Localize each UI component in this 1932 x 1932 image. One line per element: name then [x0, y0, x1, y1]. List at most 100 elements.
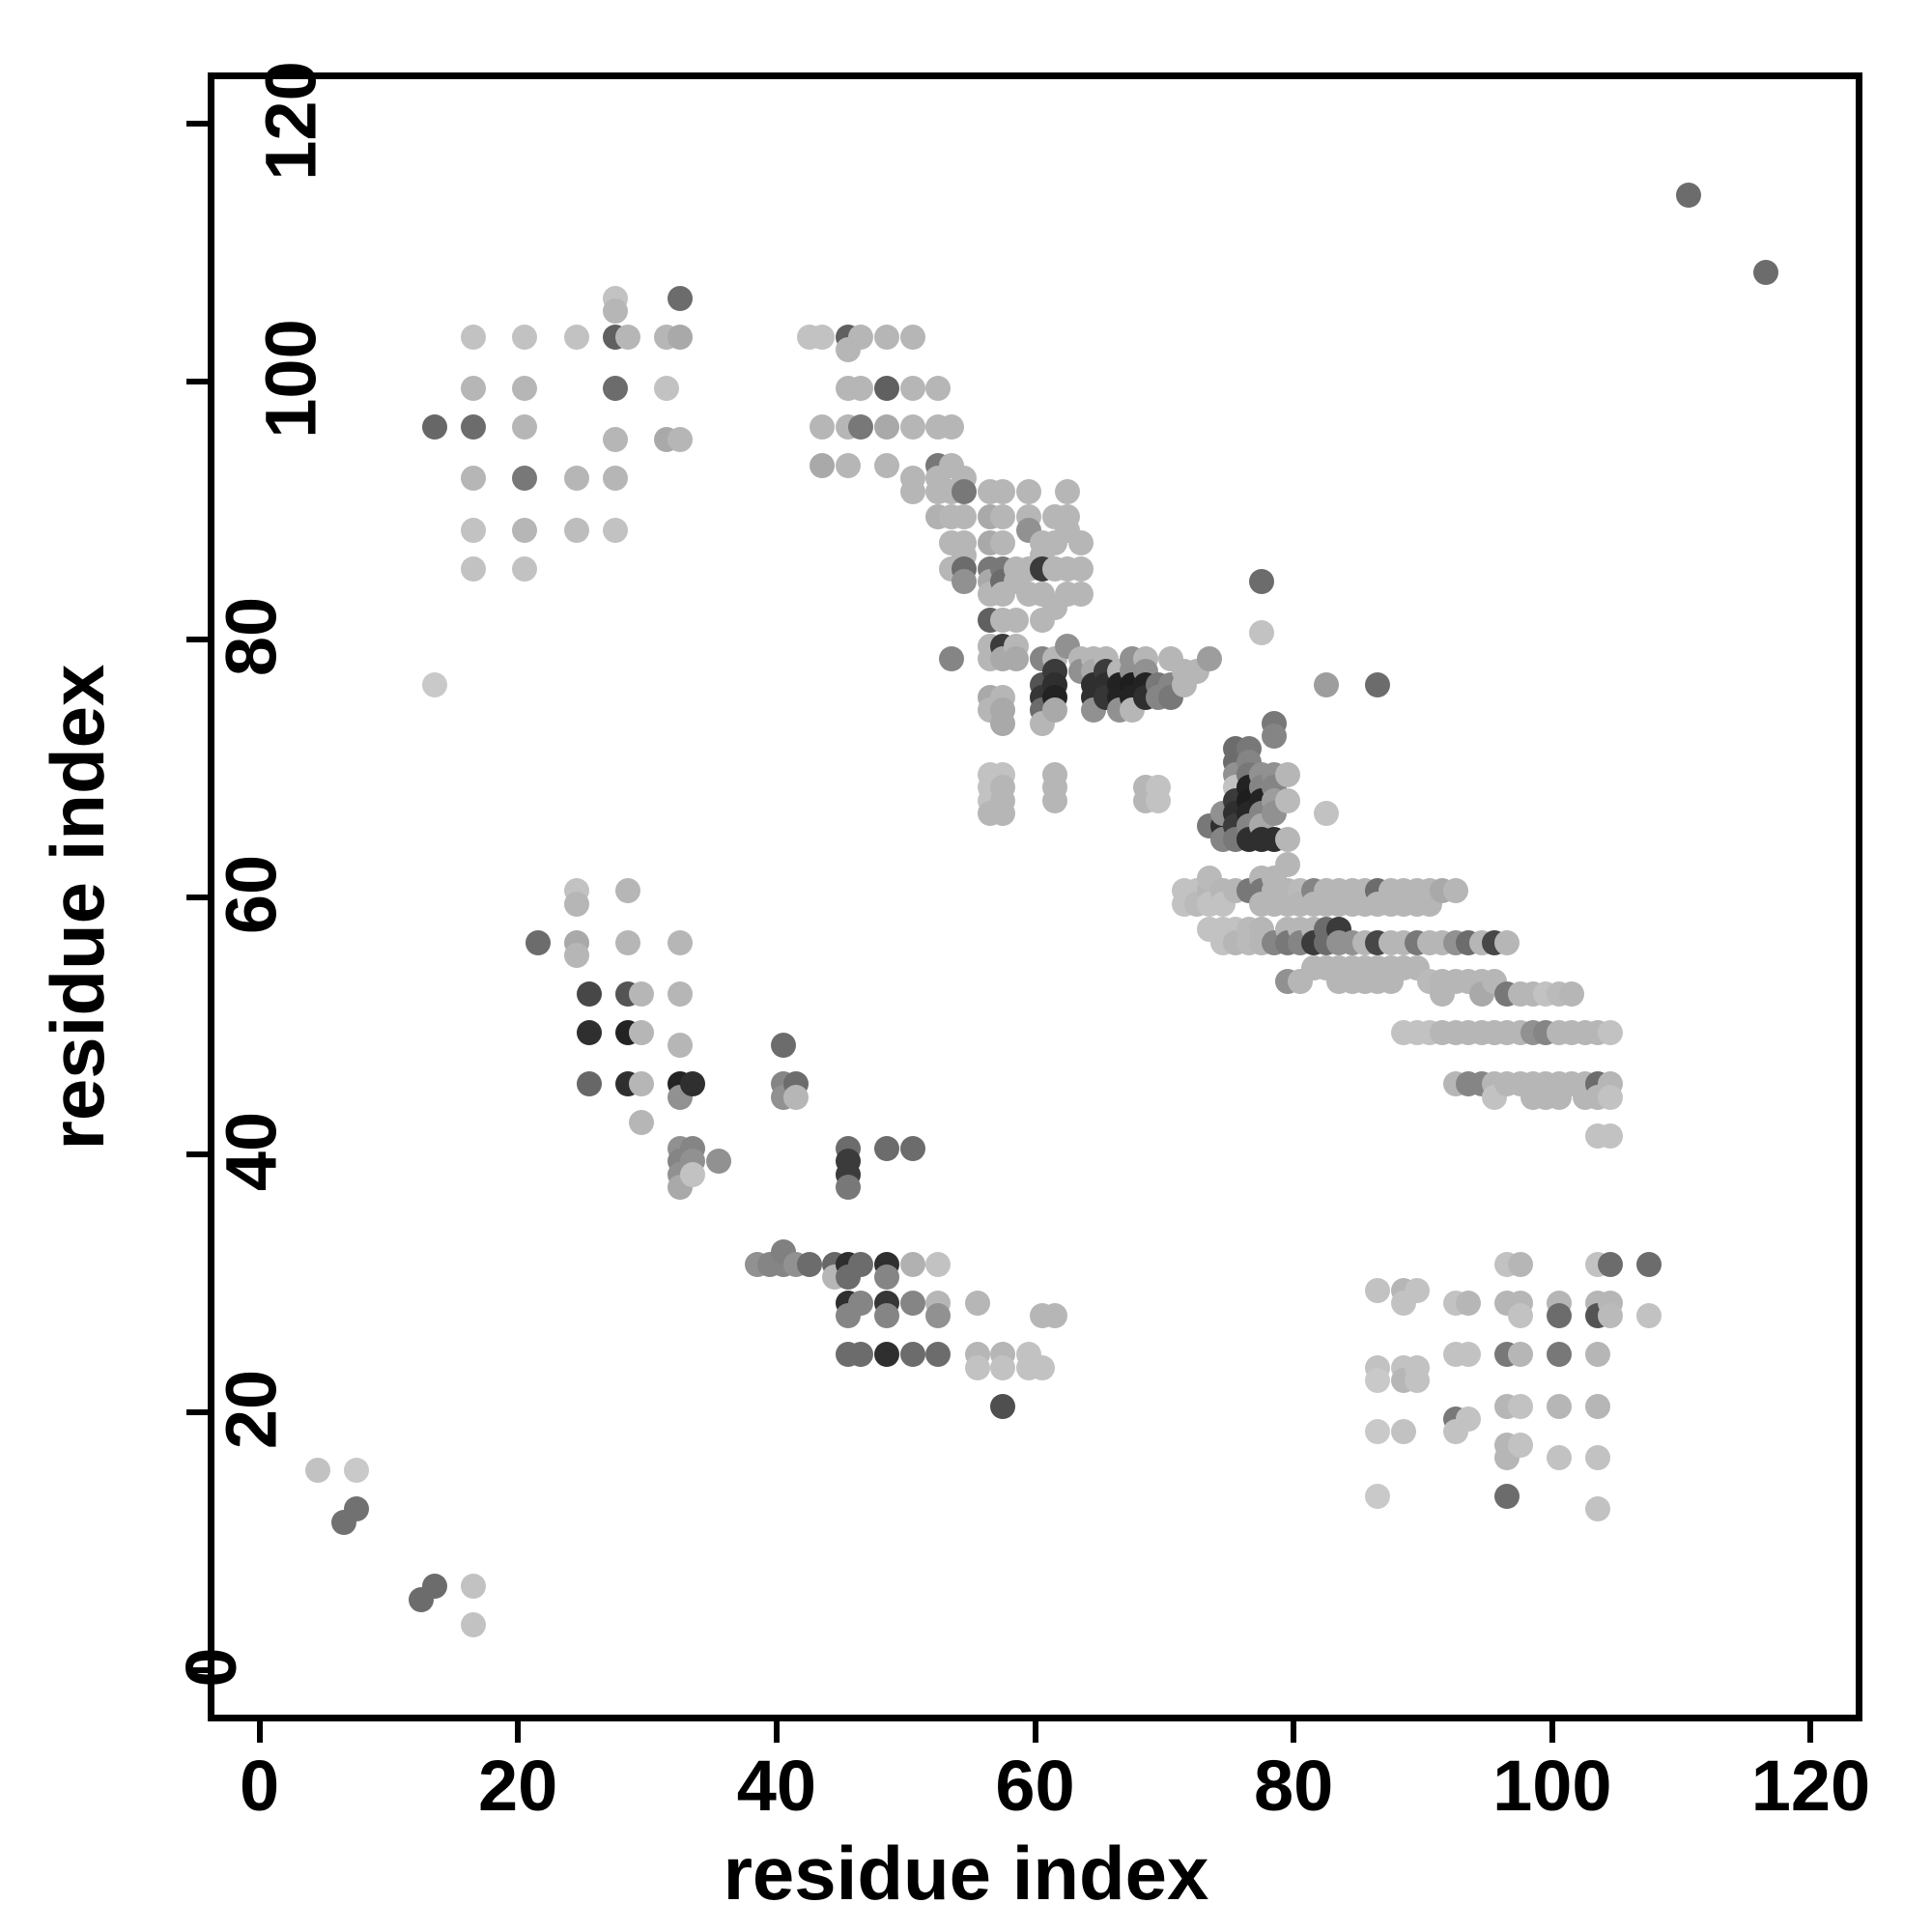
data-point — [1584, 1444, 1610, 1470]
data-point — [809, 324, 835, 350]
data-point — [460, 466, 486, 492]
data-point — [1507, 1432, 1533, 1458]
data-point — [783, 1084, 810, 1110]
data-point — [577, 1071, 603, 1097]
data-point — [667, 285, 693, 311]
data-point — [990, 710, 1016, 736]
data-point — [1365, 1277, 1391, 1303]
data-point — [563, 891, 589, 917]
data-point — [512, 555, 538, 582]
data-point — [848, 414, 874, 440]
data-point — [952, 478, 978, 504]
data-point — [1262, 724, 1288, 750]
data-point — [1365, 671, 1391, 697]
x-axis-tick — [256, 1721, 263, 1743]
data-point — [899, 1135, 925, 1161]
data-point — [628, 1019, 654, 1045]
y-axis-tick — [186, 121, 208, 128]
data-point — [421, 1574, 447, 1600]
data-point — [563, 517, 589, 543]
data-point — [990, 801, 1016, 827]
data-point — [1546, 1393, 1572, 1419]
data-point — [512, 376, 538, 402]
y-axis-tick — [186, 1408, 208, 1415]
data-point — [873, 1264, 899, 1291]
y-axis-tick-label: 100 — [250, 319, 331, 439]
data-point — [899, 1342, 925, 1368]
data-point — [525, 929, 551, 955]
data-point — [809, 414, 835, 440]
data-point — [1067, 582, 1094, 608]
plot-area — [214, 79, 1856, 1715]
data-point — [1584, 1393, 1610, 1419]
data-point — [848, 376, 874, 402]
data-point — [1055, 478, 1081, 504]
data-point — [460, 1612, 486, 1638]
data-point — [1584, 1496, 1610, 1522]
x-axis-tick — [1032, 1721, 1038, 1743]
data-point — [1313, 801, 1339, 827]
data-point — [1507, 1342, 1533, 1368]
data-point — [1507, 1251, 1533, 1277]
data-point — [990, 478, 1016, 504]
data-point — [809, 453, 835, 479]
x-axis-tick — [515, 1721, 522, 1743]
data-point — [1494, 929, 1520, 955]
data-point — [1636, 1251, 1662, 1277]
x-axis-tick-label: 100 — [1492, 1746, 1612, 1826]
data-point — [1675, 183, 1701, 209]
data-point — [990, 530, 1016, 556]
data-point — [835, 1174, 861, 1200]
data-point — [667, 427, 693, 453]
data-point — [667, 929, 693, 955]
data-point — [628, 1071, 654, 1097]
data-point — [667, 1033, 693, 1059]
data-point — [667, 980, 693, 1007]
data-point — [938, 646, 964, 672]
data-point — [873, 1135, 899, 1161]
data-point — [1456, 1406, 1482, 1432]
data-point — [1442, 878, 1468, 904]
data-point — [1274, 852, 1300, 878]
data-point — [305, 1458, 331, 1484]
data-point — [925, 1303, 952, 1329]
data-point — [1274, 787, 1300, 813]
data-point — [952, 504, 978, 530]
data-point — [899, 324, 925, 350]
data-point — [602, 376, 628, 402]
data-point — [460, 324, 486, 350]
data-point — [615, 878, 641, 904]
data-point — [873, 414, 899, 440]
data-point — [873, 376, 899, 402]
data-point — [1067, 555, 1094, 582]
y-axis-tick-label: 80 — [211, 596, 292, 676]
data-point — [563, 324, 589, 350]
x-axis-tick-label: 20 — [478, 1746, 558, 1826]
data-point — [602, 466, 628, 492]
y-axis-tick-label: 0 — [171, 1647, 252, 1688]
data-point — [1456, 1290, 1482, 1316]
data-point — [1598, 1019, 1624, 1045]
data-point — [835, 453, 861, 479]
data-point — [615, 324, 641, 350]
data-point — [1003, 608, 1029, 634]
data-point — [1365, 1419, 1391, 1445]
data-point — [1249, 620, 1274, 646]
data-point — [654, 376, 680, 402]
data-point — [1559, 980, 1585, 1007]
data-point — [460, 376, 486, 402]
data-point — [964, 1290, 990, 1316]
data-point — [899, 478, 925, 504]
x-axis-tick — [773, 1721, 780, 1743]
data-point — [990, 1393, 1016, 1419]
data-point — [848, 324, 874, 350]
data-point — [680, 1161, 706, 1187]
data-point — [1546, 1444, 1572, 1470]
data-point — [990, 1354, 1016, 1380]
data-point — [628, 980, 654, 1007]
x-axis-tick-label: 120 — [1750, 1746, 1871, 1826]
data-point — [1752, 260, 1778, 286]
y-axis-tick-label: 60 — [211, 854, 292, 934]
data-point — [964, 1354, 990, 1380]
